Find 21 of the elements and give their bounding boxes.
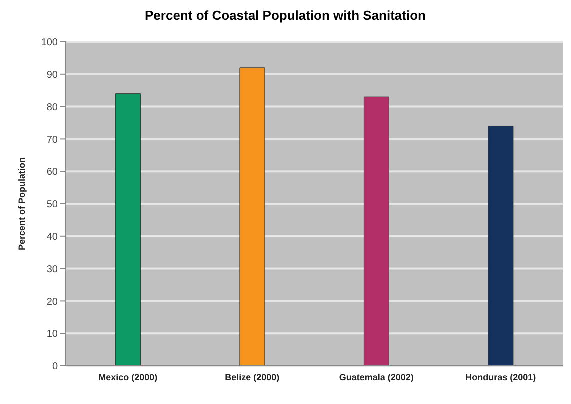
y-tick-label: 60 [46,167,58,178]
y-tick-label: 30 [46,264,58,276]
y-tick-label: 50 [46,200,58,211]
y-tick-label: 10 [46,329,58,340]
y-tick-label: 0 [52,362,58,373]
x-tick-label: Guatemala (2002) [339,372,414,382]
y-tick-label: 100 [41,38,58,49]
bar [488,126,514,366]
y-tick-label: 40 [46,232,58,243]
bar [115,94,141,366]
chart-title: Percent of Coastal Population with Sanitation [144,8,427,25]
y-tick-label: 80 [46,102,58,114]
y-tick-label: 70 [46,134,58,146]
bar [240,68,266,366]
y-tick-label: 20 [46,296,58,308]
x-tick-label: Honduras (2001) [466,372,536,382]
y-axis-title: Percent of Population [17,157,28,251]
y-tick-label: 90 [46,70,58,81]
x-tick-label: Mexico (2000) [98,372,158,382]
x-tick-label: Belize (2000) [225,372,280,382]
bar [364,96,390,366]
